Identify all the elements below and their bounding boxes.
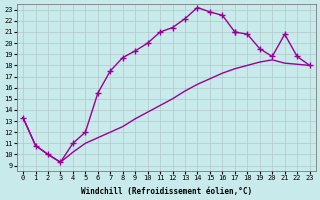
X-axis label: Windchill (Refroidissement éolien,°C): Windchill (Refroidissement éolien,°C) [81,187,252,196]
